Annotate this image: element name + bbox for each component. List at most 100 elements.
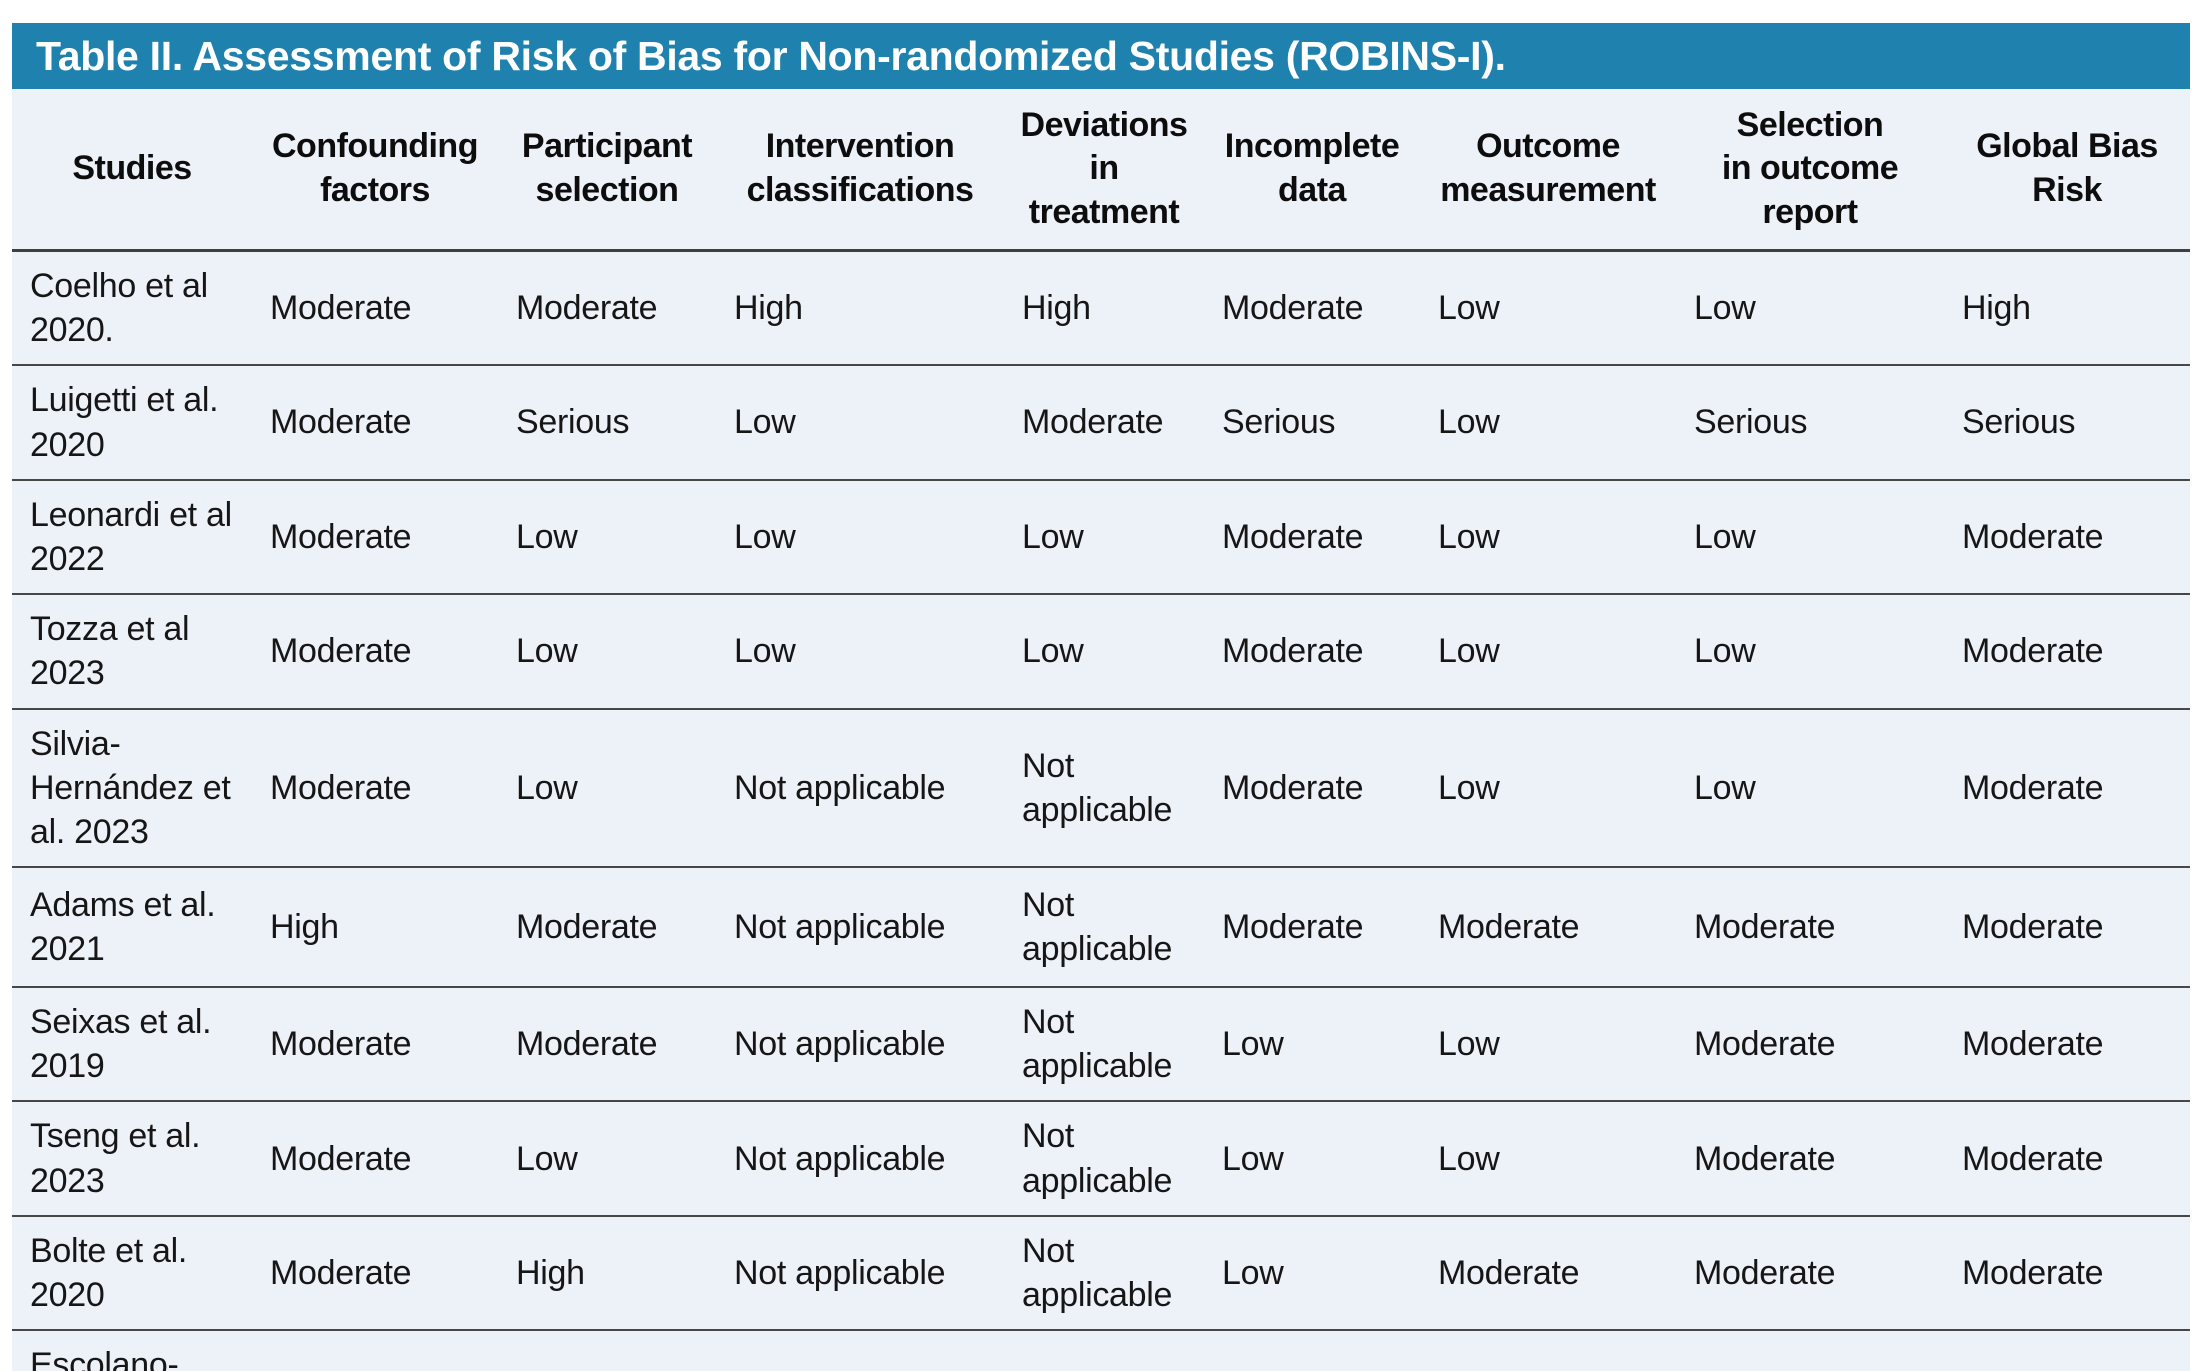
risk-rating-cell: Moderate: [252, 1101, 498, 1217]
risk-rating-cell: Not applicable: [716, 708, 1004, 869]
risk-rating-cell: Low: [1420, 594, 1676, 710]
risk-rating-cell: Moderate: [1676, 867, 1944, 989]
risk-rating-cell: Low: [716, 365, 1004, 481]
risk-rating-cell: Moderate: [1676, 1101, 1944, 1217]
risk-rating-cell: Moderate: [1204, 867, 1420, 989]
risk-rating-cell: Moderate: [252, 479, 498, 596]
table-row: Escolano- Lozano et al. 2020ModerateHigh…: [12, 1330, 2190, 1371]
risk-rating-cell: Moderate: [1676, 1215, 1944, 1332]
column-header-confounding-factors: Confounding factors: [252, 89, 498, 252]
risk-rating-cell: Moderate: [252, 1215, 498, 1332]
study-name: Leonardi et al 2022: [12, 479, 252, 596]
risk-rating-cell: Moderate: [252, 365, 498, 481]
risk-rating-cell: Moderate: [252, 594, 498, 710]
risk-rating-cell: Moderate: [1204, 479, 1420, 596]
column-header-studies: Studies: [12, 89, 252, 252]
risk-rating-cell: Low: [716, 594, 1004, 710]
study-name: Bolte et al. 2020: [12, 1215, 252, 1332]
risk-rating-cell: Low: [1004, 479, 1204, 596]
column-header-outcome-measurement: Outcome measurement: [1420, 89, 1676, 252]
risk-rating-cell: Moderate: [252, 1330, 498, 1371]
column-header-participant-selection: Participant selection: [498, 89, 716, 252]
risk-rating-cell: Low: [498, 594, 716, 710]
risk-rating-cell: Low: [1420, 708, 1676, 869]
risk-rating-cell: Serious: [1944, 365, 2190, 481]
risk-rating-cell: Low: [1420, 250, 1676, 367]
risk-rating-cell: Moderate: [1204, 594, 1420, 710]
risk-rating-cell: Moderate: [1944, 594, 2190, 710]
risk-rating-cell: Moderate: [1004, 365, 1204, 481]
risk-rating-cell: Low: [498, 479, 716, 596]
risk-rating-cell: Moderate: [498, 987, 716, 1103]
risk-rating-cell: Serious: [498, 365, 716, 481]
risk-rating-cell: Low: [1204, 987, 1420, 1103]
study-name: Escolano- Lozano et al. 2020: [12, 1330, 252, 1371]
table-title-bar: Table II. Assessment of Risk of Bias for…: [12, 23, 2190, 89]
risk-rating-cell: Not applicable: [716, 987, 1004, 1103]
robins-table-block: Table II. Assessment of Risk of Bias for…: [12, 23, 2190, 1371]
risk-rating-cell: Moderate: [1676, 1330, 1944, 1371]
risk-rating-cell: Not applicable: [1004, 1215, 1204, 1332]
risk-rating-cell: Not applicable: [1004, 708, 1204, 869]
study-name: Coelho et al 2020.: [12, 250, 252, 367]
table-row: Coelho et al 2020. Moderate Moderate High Hi…: [12, 250, 2190, 367]
column-header-intervention-classifications: Intervention classifications: [716, 89, 1004, 252]
table-body: Coelho et al 2020. Moderate Moderate High Hi…: [12, 250, 2190, 1371]
risk-rating-cell: Low: [1676, 250, 1944, 367]
risk-rating-cell: Moderate: [498, 867, 716, 989]
table-row: Leonardi et al 2022 Moderate Low Low Low Mode…: [12, 479, 2190, 596]
risk-of-bias-table: Studies Confounding factors Participant …: [12, 89, 2190, 1371]
risk-rating-cell: Moderate: [1204, 708, 1420, 869]
table-row: Adams et al. 2021 High Moderate Not applica…: [12, 867, 2190, 989]
study-name: Tozza et al 2023: [12, 594, 252, 710]
table-row: Tozza et al 2023 Moderate Low Low Low Moderat…: [12, 594, 2190, 710]
risk-rating-cell: Moderate: [1944, 987, 2190, 1103]
risk-rating-cell: High: [716, 250, 1004, 367]
risk-rating-cell: Low: [1676, 708, 1944, 869]
table-row: Bolte et al. 2020 Moderate High Not applica…: [12, 1215, 2190, 1332]
risk-rating-cell: High: [1004, 250, 1204, 367]
risk-rating-cell: Moderate: [1420, 867, 1676, 989]
risk-rating-cell: Not applicable: [716, 1215, 1004, 1332]
table-row: Silvia- Hernández et al. 2023 Moderate Low…: [12, 708, 2190, 869]
table-header-row: Studies Confounding factors Participant …: [12, 89, 2190, 252]
column-header-deviations-in-treatment: Deviations in treatment: [1004, 89, 1204, 252]
risk-rating-cell: Moderate: [252, 987, 498, 1103]
study-name: Seixas et al. 2019: [12, 987, 252, 1103]
table-row: Tseng et al. 2023 Moderate Low Not applicab…: [12, 1101, 2190, 1217]
table-row: Seixas et al. 2019 Moderate Moderate Not ap…: [12, 987, 2190, 1103]
risk-rating-cell: Low: [1204, 1215, 1420, 1332]
study-name: Adams et al. 2021: [12, 867, 252, 989]
risk-rating-cell: Moderate: [1420, 1215, 1676, 1332]
risk-rating-cell: Moderate: [1944, 479, 2190, 596]
risk-rating-cell: Not applicable: [716, 1101, 1004, 1217]
risk-rating-cell: Not applicable: [716, 867, 1004, 989]
risk-rating-cell: Low: [1420, 1101, 1676, 1217]
risk-rating-cell: Moderate: [1204, 1330, 1420, 1371]
risk-rating-cell: Not applicable: [1004, 987, 1204, 1103]
risk-rating-cell: Low: [1420, 365, 1676, 481]
risk-rating-cell: High: [498, 1330, 716, 1371]
risk-rating-cell: Moderate: [498, 250, 716, 367]
risk-rating-cell: Serious: [1676, 365, 1944, 481]
risk-rating-cell: Moderate: [1944, 708, 2190, 869]
table-row: Luigetti et al. 2020 Moderate Serious Low Mo…: [12, 365, 2190, 481]
risk-rating-cell: Moderate: [252, 708, 498, 869]
study-name: Luigetti et al. 2020: [12, 365, 252, 481]
risk-rating-cell: Moderate: [1944, 1330, 2190, 1371]
risk-rating-cell: Moderate: [1204, 250, 1420, 367]
column-header-global-bias-risk: Global Bias Risk: [1944, 89, 2190, 252]
risk-rating-cell: Not applicable: [1004, 867, 1204, 989]
risk-rating-cell: Not applicable: [1004, 1330, 1204, 1371]
risk-rating-cell: High: [252, 867, 498, 989]
risk-rating-cell: High: [1944, 250, 2190, 367]
risk-rating-cell: Low: [716, 479, 1004, 596]
risk-rating-cell: Low: [1676, 594, 1944, 710]
risk-rating-cell: Serious: [1204, 365, 1420, 481]
risk-rating-cell: Low: [1420, 479, 1676, 596]
risk-rating-cell: Moderate: [252, 250, 498, 367]
risk-rating-cell: Moderate: [1944, 1215, 2190, 1332]
risk-rating-cell: Low: [1204, 1101, 1420, 1217]
risk-rating-cell: Moderate: [1944, 1101, 2190, 1217]
